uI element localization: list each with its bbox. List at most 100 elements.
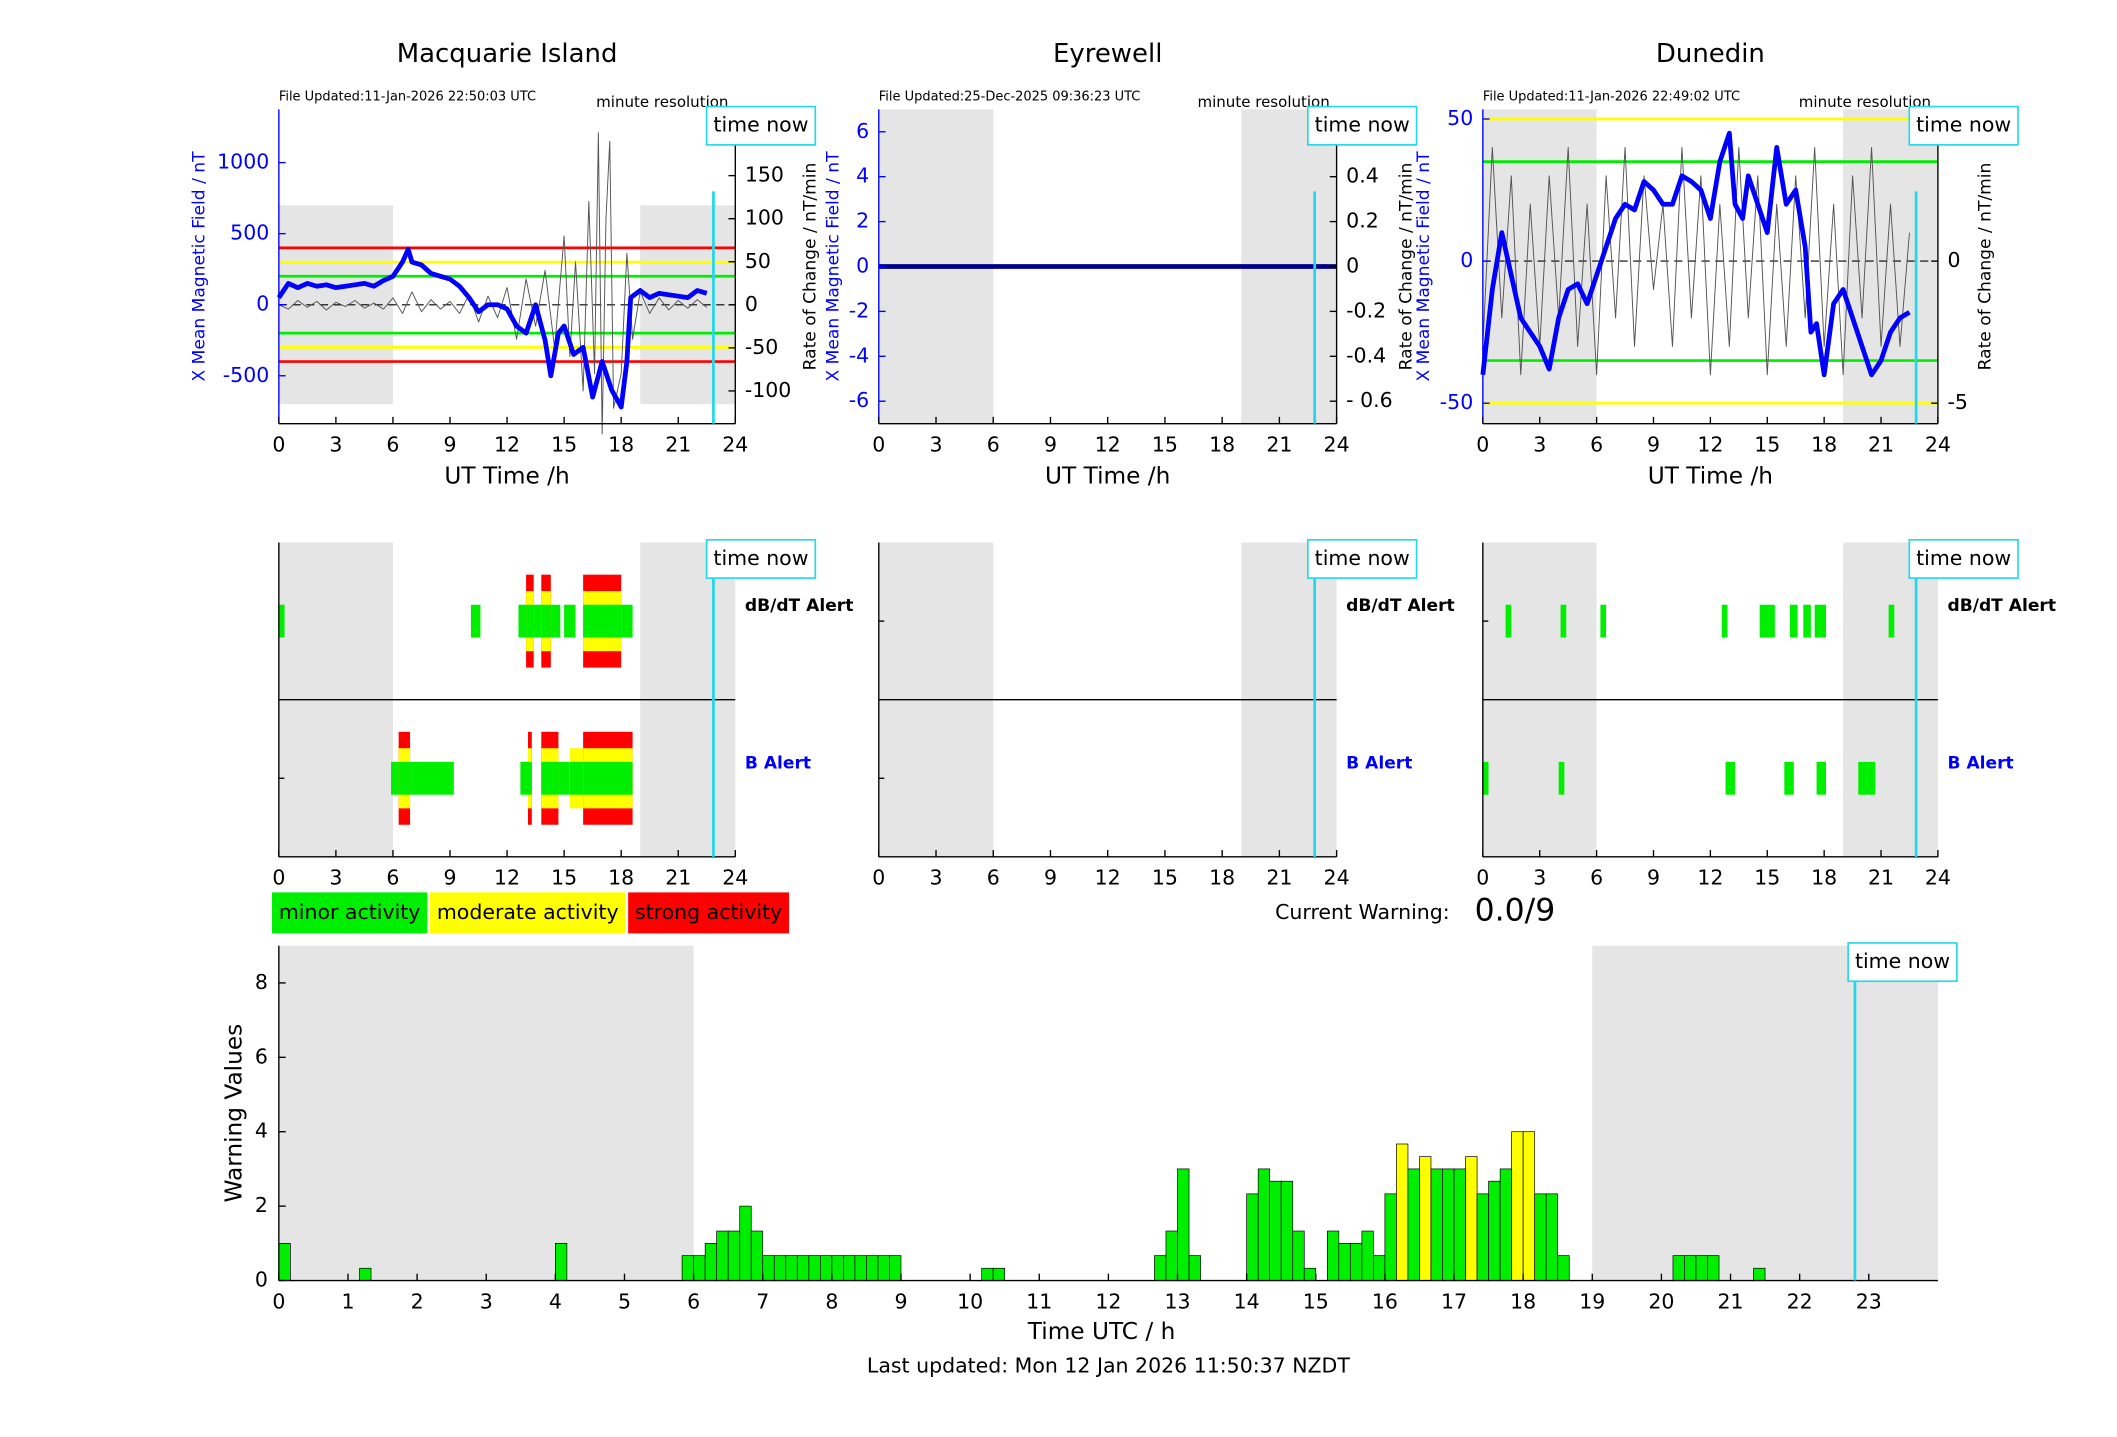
warning-bar <box>1672 1255 1685 1281</box>
field-line <box>1480 130 1911 378</box>
x-tick-label: 9 <box>443 433 456 457</box>
warning-bar <box>1684 1255 1697 1281</box>
x-axis-label: UT Time /h <box>1648 462 1773 489</box>
alert-segment <box>541 604 551 638</box>
alert-segment <box>1482 761 1489 795</box>
current-warning-label: Current Warning: <box>1275 900 1450 924</box>
x-tick-label: 12 <box>1095 433 1121 457</box>
warning-bar <box>1269 1180 1282 1281</box>
alert-segment <box>1505 604 1512 638</box>
y-tick-label: 0 <box>856 253 869 277</box>
x-tick-label: 18 <box>1209 433 1235 457</box>
warning-bar <box>819 1255 833 1281</box>
x-tick-label: 0 <box>872 866 885 890</box>
warning-bar <box>992 1267 1006 1281</box>
x-tick-label: 19 <box>1579 1289 1605 1313</box>
alert-segment <box>278 604 285 638</box>
alert-segment <box>470 604 481 638</box>
legend-label: moderate activity <box>437 900 619 924</box>
y2-tick-label: -100 <box>745 378 792 402</box>
resolution-note: minute resolution <box>596 93 728 111</box>
alert-row-label: dB/dT Alert <box>1947 596 2056 616</box>
alert-segment <box>1600 604 1607 638</box>
x-tick-label: 21 <box>665 866 691 890</box>
x-tick-label: 15 <box>551 433 577 457</box>
chart-title: Eyrewell <box>1053 39 1162 69</box>
warning-bar <box>1384 1193 1397 1281</box>
x-tick-label: 0 <box>1476 433 1489 457</box>
alert-segment <box>583 604 622 638</box>
y2-tick-label: 0 <box>1947 248 1960 272</box>
y-axis-label: Warning Values <box>221 1024 248 1203</box>
warning-bar <box>1545 1193 1559 1281</box>
warning-bar <box>704 1242 718 1281</box>
warning-bar <box>843 1255 856 1281</box>
x-tick-label: 24 <box>1925 866 1951 890</box>
x-tick-label: 15 <box>551 866 577 890</box>
warning-bar <box>1165 1230 1178 1281</box>
x-tick-label: 1 <box>341 1289 354 1313</box>
warning-bar <box>1292 1230 1305 1281</box>
legend-label: strong activity <box>635 900 782 924</box>
x-tick-label: 3 <box>329 866 342 890</box>
y-tick-label: 500 <box>230 221 269 245</box>
time-now-box <box>1908 105 2019 146</box>
time-now-box <box>1908 538 2019 579</box>
alert-segment <box>583 761 633 795</box>
warning-bar <box>1753 1267 1766 1281</box>
alert-segment <box>391 761 399 795</box>
alert-segment <box>533 604 542 638</box>
y-tick-label: 0 <box>1460 248 1473 272</box>
x-tick-label: 18 <box>1811 866 1837 890</box>
warning-bar <box>1246 1193 1259 1281</box>
alert-segment <box>1814 604 1827 638</box>
y-tick-label: 2 <box>255 1193 268 1217</box>
alert-segment <box>410 761 454 795</box>
warning-bar <box>1349 1242 1363 1281</box>
warning-bar <box>278 1242 291 1281</box>
y2-tick-label: 150 <box>745 163 784 187</box>
time-now-box <box>705 538 817 579</box>
y2-tick-label: 0.4 <box>1346 164 1379 188</box>
alert-segment <box>518 604 527 638</box>
warning-bar <box>1522 1131 1536 1281</box>
night-shading <box>278 945 694 1281</box>
y-tick-label: 1000 <box>217 150 269 174</box>
x-tick-label: 18 <box>608 866 634 890</box>
warning-bar <box>716 1230 729 1281</box>
warning-bar <box>808 1255 821 1281</box>
x-tick-label: 24 <box>722 866 748 890</box>
night-shading <box>1843 109 1938 424</box>
x-tick-label: 3 <box>929 866 942 890</box>
x-tick-label: 15 <box>1152 433 1178 457</box>
warning-bar <box>1361 1230 1374 1281</box>
warning-bar <box>796 1255 810 1281</box>
y-tick-label: -4 <box>849 343 869 367</box>
x-tick-label: 18 <box>1510 1289 1536 1313</box>
warning-bar <box>1326 1230 1340 1281</box>
legend-swatch <box>272 892 428 934</box>
warning-bar <box>359 1267 372 1281</box>
y2-tick-label: 100 <box>745 206 784 230</box>
x-tick-label: 21 <box>1266 433 1292 457</box>
time-now-box <box>705 105 817 146</box>
x-tick-label: 12 <box>1095 866 1121 890</box>
alert-segment <box>569 761 584 795</box>
alert-segment <box>1888 604 1895 638</box>
x-tick-label: 0 <box>1476 866 1489 890</box>
rate-line <box>1482 146 1910 376</box>
x-tick-label: 3 <box>1533 433 1546 457</box>
warning-bar <box>854 1255 867 1281</box>
alert-segment <box>1725 761 1736 795</box>
y2-tick-label: 50 <box>745 249 771 273</box>
time-now-box <box>1307 538 1418 579</box>
alert-segment <box>541 761 559 795</box>
x-tick-label: 6 <box>687 1289 700 1313</box>
alert-segment <box>1721 604 1728 638</box>
x-tick-label: 18 <box>1209 866 1235 890</box>
time-now-label: time now <box>1916 546 2011 570</box>
warning-bar <box>1257 1168 1271 1281</box>
x-tick-label: 5 <box>618 1289 631 1313</box>
x-tick-label: 12 <box>1095 1289 1121 1313</box>
